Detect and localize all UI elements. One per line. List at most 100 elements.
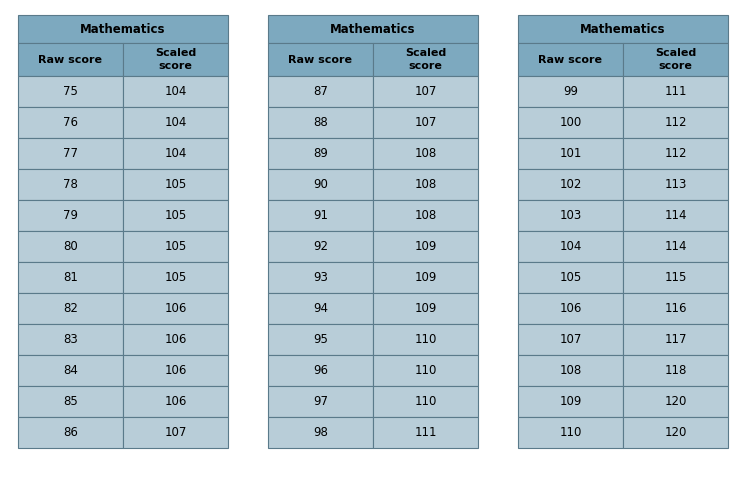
Text: Raw score: Raw score (38, 55, 103, 65)
Bar (268, 293, 373, 324)
Bar (623, 262, 728, 293)
Bar (18, 417, 123, 448)
Text: 105: 105 (164, 209, 187, 222)
Bar (623, 355, 728, 386)
Bar (518, 169, 623, 200)
Bar (18, 169, 123, 200)
Text: 100: 100 (560, 116, 582, 129)
Bar (123, 355, 228, 386)
Text: 86: 86 (63, 426, 78, 439)
Text: Scaled
score: Scaled score (655, 48, 696, 71)
Bar (373, 76, 478, 107)
Text: 83: 83 (63, 333, 78, 346)
Text: 98: 98 (313, 426, 328, 439)
Bar (123, 169, 228, 200)
Text: 96: 96 (313, 364, 328, 377)
Text: 107: 107 (414, 116, 436, 129)
Bar (518, 231, 623, 262)
Bar (123, 324, 228, 355)
Text: 107: 107 (164, 426, 187, 439)
Bar (373, 107, 478, 138)
Text: 118: 118 (664, 364, 687, 377)
Bar (623, 76, 728, 107)
Bar (373, 293, 478, 324)
Text: 87: 87 (313, 85, 328, 98)
Bar (18, 293, 123, 324)
Text: 91: 91 (313, 209, 328, 222)
Bar (518, 138, 623, 169)
Bar (123, 231, 228, 262)
Text: 111: 111 (414, 426, 436, 439)
Text: 90: 90 (313, 178, 328, 191)
Text: 105: 105 (164, 271, 187, 284)
Text: 111: 111 (664, 85, 687, 98)
Text: 114: 114 (664, 240, 687, 253)
Bar (518, 200, 623, 231)
Bar (518, 43, 623, 76)
Bar (268, 231, 373, 262)
Text: 103: 103 (560, 209, 582, 222)
Text: 105: 105 (560, 271, 582, 284)
Text: 84: 84 (63, 364, 78, 377)
Bar (373, 324, 478, 355)
Bar (518, 355, 623, 386)
Bar (268, 262, 373, 293)
Bar (518, 15, 728, 43)
Text: 120: 120 (664, 395, 687, 408)
Text: 104: 104 (164, 116, 187, 129)
Text: 109: 109 (414, 302, 436, 315)
Text: 79: 79 (63, 209, 78, 222)
Text: 110: 110 (414, 395, 436, 408)
Bar (623, 231, 728, 262)
Bar (623, 107, 728, 138)
Bar (268, 138, 373, 169)
Bar (268, 417, 373, 448)
Text: 104: 104 (560, 240, 582, 253)
Text: 110: 110 (414, 364, 436, 377)
Text: 109: 109 (414, 240, 436, 253)
Text: 95: 95 (313, 333, 328, 346)
Text: 106: 106 (560, 302, 582, 315)
Text: Raw score: Raw score (538, 55, 602, 65)
Bar (268, 324, 373, 355)
Bar (373, 138, 478, 169)
Bar (268, 15, 478, 43)
Text: 75: 75 (63, 85, 78, 98)
Text: 76: 76 (63, 116, 78, 129)
Text: 88: 88 (314, 116, 328, 129)
Bar (18, 262, 123, 293)
Text: 117: 117 (664, 333, 687, 346)
Bar (518, 417, 623, 448)
Bar (623, 386, 728, 417)
Bar (18, 76, 123, 107)
Text: 104: 104 (164, 85, 187, 98)
Bar (123, 262, 228, 293)
Bar (268, 386, 373, 417)
Text: 105: 105 (164, 178, 187, 191)
Bar (518, 386, 623, 417)
Bar (18, 138, 123, 169)
Bar (123, 293, 228, 324)
Bar (623, 138, 728, 169)
Bar (373, 355, 478, 386)
Bar (623, 169, 728, 200)
Text: 106: 106 (164, 364, 187, 377)
Text: 108: 108 (414, 209, 436, 222)
Text: 81: 81 (63, 271, 78, 284)
Bar (518, 262, 623, 293)
Text: 99: 99 (563, 85, 578, 98)
Bar (268, 355, 373, 386)
Bar (623, 417, 728, 448)
Text: 104: 104 (164, 147, 187, 160)
Text: 80: 80 (63, 240, 78, 253)
Text: 77: 77 (63, 147, 78, 160)
Text: 107: 107 (414, 85, 436, 98)
Bar (18, 324, 123, 355)
Text: 92: 92 (313, 240, 328, 253)
Text: 108: 108 (560, 364, 582, 377)
Text: 85: 85 (63, 395, 78, 408)
Bar (18, 43, 123, 76)
Text: 110: 110 (414, 333, 436, 346)
Bar (123, 138, 228, 169)
Bar (123, 76, 228, 107)
